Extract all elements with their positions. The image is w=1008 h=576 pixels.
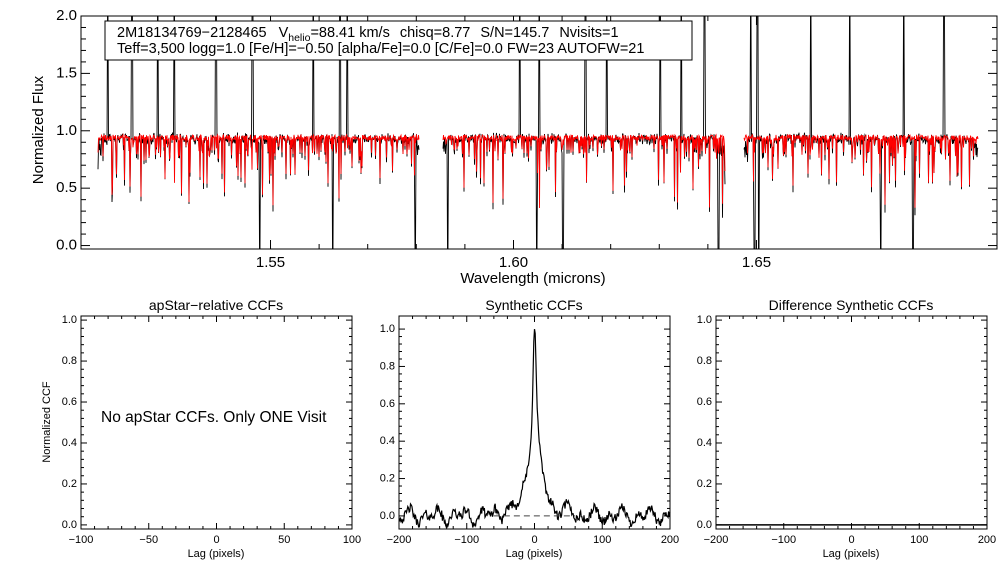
spectrum-y-tick-label: 2.0 [56,7,77,24]
spectrum-tick-marks [81,15,997,249]
synthetic-ccf-y-tick-label: 1.0 [380,323,395,335]
apstar-ccf-panel: apStar−relative CCFs −100 −50 0 50 100 0.0 0.2… [41,297,361,560]
difference-ccf-axes-frame [715,315,988,530]
spectrum-legend-box [104,20,693,61]
difference-ccf-x-axis-label: Lag (pixels) [823,548,880,560]
legend-vhelio-subscript: helio [288,32,310,44]
spectrum-tick-labels: 1.55 1.60 1.65 0.0 0.5 1.0 1.5 2.0 [56,7,771,271]
apstar-ccf-y-tick-label: 0.4 [62,437,77,449]
synthetic-ccf-series-group [398,329,671,530]
spectrum-legend: 2M18134769−2128465 Vhelio=88.41 km/s chisq… [104,20,693,61]
difference-ccf-tick-marks [715,316,988,529]
spectrum-series-group [97,15,979,250]
synthetic-ccf-tick-marks [398,316,671,529]
synthetic-ccf-tick-labels: −200 −100 0 100 200 0.0 0.2 0.4 0.6 0.8 1.0 [380,323,679,546]
difference-ccf-y-tick-label: 1.0 [697,314,712,326]
legend-star-id: 2M18134769−2128465 [117,25,267,41]
synthetic-ccf-title: Synthetic CCFs [485,297,582,313]
synthetic-ccf-y-tick-label: 0.6 [380,398,395,410]
difference-ccf-y-tick-label: 0.4 [697,437,712,449]
difference-ccf-x-tick-label: 0 [848,534,854,546]
spectrum-y-tick-label: 1.0 [56,122,77,139]
apstar-ccf-y-tick-label: 0.6 [62,396,77,408]
apstar-ccf-tick-labels: −100 −50 0 50 100 0.0 0.2 0.4 0.6 0.8 1.0 [62,314,361,546]
difference-ccf-y-tick-label: 0.8 [697,355,712,367]
difference-ccf-title: Difference Synthetic CCFs [769,297,934,313]
synthetic-ccf-y-tick-label: 0.2 [380,473,395,485]
legend-line-1: 2M18134769−2128465 Vhelio=88.41 km/s chisq… [117,25,619,44]
spectrum-x-tick-label: 1.65 [742,254,771,271]
legend-nvisits: Nvisits=1 [559,25,618,41]
legend-vhelio-value: =88.41 km/s [310,25,389,41]
difference-ccf-x-tick-label: 100 [910,534,928,546]
spectrum-y-tick-label: 1.5 [56,64,77,81]
difference-ccf-panel: Difference Synthetic CCFs −200 −100 0 100 20… [697,297,996,560]
apstar-ccf-title: apStar−relative CCFs [149,297,283,313]
apstar-ccf-y-axis-label: Normalized CCF [41,381,53,463]
synthetic-ccf-x-tick-label: 200 [661,534,679,546]
apstar-ccf-x-tick-label: 100 [343,534,361,546]
synthetic-ccf-line [398,329,671,530]
apstar-ccf-x-tick-label: 50 [278,534,290,546]
apstar-ccf-x-tick-label: −100 [69,534,94,546]
spectrum-panel: 1.55 1.60 1.65 0.0 0.5 1.0 1.5 2.0 Wavelength (… [30,7,998,287]
spectrum-y-axis-label: Normalized Flux [30,75,47,184]
synthetic-ccf-y-tick-label: 0.0 [380,510,395,522]
legend-chisq: chisq=8.77 [400,25,471,41]
synthetic-spectrum-line [97,133,420,206]
observed-spectrum-line [743,15,979,250]
apstar-ccf-y-tick-label: 1.0 [62,314,77,326]
synthetic-ccf-x-tick-label: 0 [531,534,537,546]
synthetic-ccf-axes-frame [398,315,671,530]
synthetic-ccf-y-tick-label: 0.8 [380,360,395,372]
synthetic-ccf-y-tick-label: 0.4 [380,435,395,447]
spectrum-axes-frame [80,15,998,250]
difference-ccf-x-tick-label: −100 [771,534,796,546]
difference-ccf-y-tick-label: 0.2 [697,478,712,490]
spectrum-y-tick-label: 0.5 [56,179,77,196]
spectrum-x-axis-label: Wavelength (microns) [460,270,605,287]
legend-vhelio-prefix: V [279,25,289,41]
synthetic-ccf-panel: Synthetic CCFs −200 −100 0 100 200 0.0 0.2 0.4 0… [380,297,679,560]
apstar-ccf-note: No apStar CCFs. Only ONE Visit [101,409,327,426]
difference-ccf-x-tick-label: −200 [704,534,729,546]
synthetic-ccf-x-axis-label: Lag (pixels) [506,548,563,560]
apstar-ccf-x-tick-label: 0 [213,534,219,546]
difference-ccf-tick-labels: −200 −100 0 100 200 0.0 0.2 0.4 0.6 0.8 1.0 [697,314,996,546]
legend-snr: S/N=145.7 [480,25,549,41]
difference-ccf-y-tick-label: 0.0 [697,519,712,531]
apstar-ccf-y-tick-label: 0.2 [62,478,77,490]
apstar-ccf-x-tick-label: −50 [139,534,158,546]
synthetic-spectrum-line [743,133,979,208]
apstar-ccf-y-tick-label: 0.8 [62,355,77,367]
spectrum-x-tick-label: 1.60 [499,254,528,271]
synthetic-ccf-x-tick-label: −200 [387,534,412,546]
apstar-ccf-tick-marks [80,316,353,529]
difference-ccf-y-tick-label: 0.6 [697,396,712,408]
difference-ccf-x-tick-label: 200 [978,534,996,546]
spectrum-x-tick-label: 1.55 [256,254,285,271]
legend-stellar-params: Teff=3,500 logg=1.0 [Fe/H]=−0.50 [alpha/… [117,41,644,57]
apstar-ccf-x-axis-label: Lag (pixels) [188,548,245,560]
synthetic-ccf-x-tick-label: −100 [454,534,479,546]
synthetic-ccf-x-tick-label: 100 [593,534,611,546]
synthetic-spectrum-line [442,133,726,209]
spectrum-y-tick-label: 0.0 [56,237,77,254]
apstar-ccf-y-tick-label: 0.0 [62,519,77,531]
